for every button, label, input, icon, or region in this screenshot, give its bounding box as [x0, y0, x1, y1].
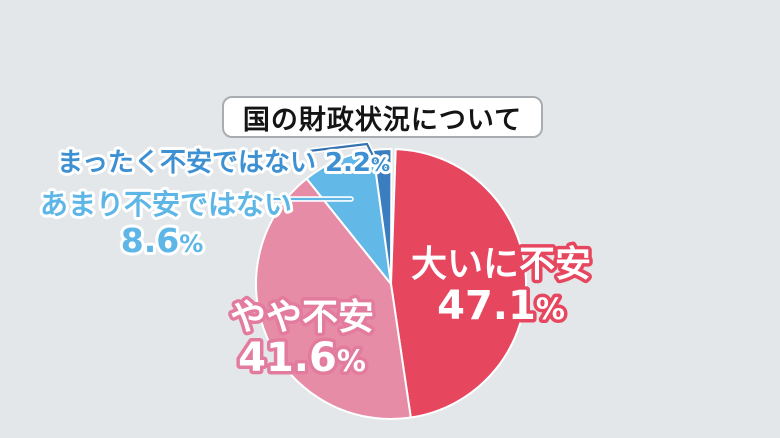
value-yaya-fuan: 41.6%: [238, 335, 366, 381]
value-amari-fuan-dewanai: 8.6%: [121, 221, 204, 260]
value-ooini-fuan: 47.1%: [437, 283, 565, 329]
slice-labels: 大いに不安 47.1% やや不安 41.6% まったく不安ではない 2.2% あま…: [37, 145, 595, 385]
label-mattaku-fuan-dewanai: まったく不安ではない 2.2%: [57, 148, 390, 178]
chart-title: 国の財政状況について: [242, 104, 523, 136]
pie-slices: [255, 147, 528, 420]
label-amari-fuan-dewanai: あまり不安ではない: [40, 188, 292, 221]
percent-sign: %: [179, 230, 203, 258]
label-ooini-fuan: 大いに不安: [411, 244, 591, 285]
pie-slice-ooini-fuan: [390, 148, 528, 419]
label-yaya-fuan: やや不安: [230, 297, 374, 338]
percent-sign: %: [536, 292, 565, 326]
percent-sign: %: [337, 344, 366, 378]
leader-line-mattaku-core: [307, 142, 380, 168]
pie-slice-yaya-fuan: [255, 177, 412, 420]
chart-title-box: 国の財政状況について: [222, 96, 543, 138]
percent-sign: %: [371, 154, 390, 176]
leader-lines: [268, 141, 381, 202]
